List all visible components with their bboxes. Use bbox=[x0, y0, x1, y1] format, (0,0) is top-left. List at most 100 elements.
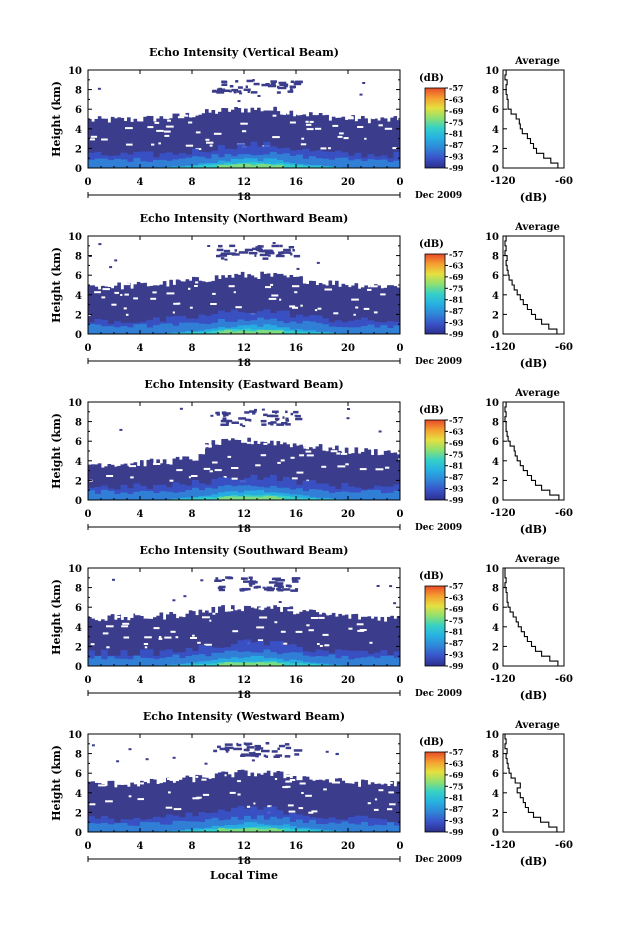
echo-band bbox=[328, 492, 336, 500]
echo-peak bbox=[250, 496, 258, 500]
y-tick-label: 4 bbox=[75, 457, 82, 468]
echo-column bbox=[318, 444, 323, 500]
colorbar-tick-label: -69 bbox=[449, 272, 464, 282]
echo-gap bbox=[203, 446, 206, 449]
echo-gap bbox=[153, 627, 160, 630]
echo-peak bbox=[270, 330, 277, 334]
echo-band bbox=[88, 650, 95, 666]
upper-echo bbox=[266, 414, 274, 418]
echo-band bbox=[153, 659, 160, 666]
echo-gap bbox=[378, 124, 383, 127]
echo-column bbox=[117, 117, 121, 168]
echo-column bbox=[185, 279, 190, 334]
echo-band bbox=[172, 492, 180, 500]
echo-column bbox=[104, 620, 108, 666]
echo-band bbox=[205, 497, 212, 500]
echo-band bbox=[146, 327, 154, 334]
average-x-label: (dB) bbox=[520, 855, 547, 868]
echo-column bbox=[188, 777, 193, 832]
echo-column bbox=[325, 114, 329, 168]
echo-band bbox=[315, 498, 323, 500]
echo-gap bbox=[194, 285, 198, 287]
echo-column bbox=[302, 283, 307, 334]
x-tick-label: 16 bbox=[289, 177, 303, 188]
upper-echo bbox=[248, 418, 251, 422]
echo-band bbox=[328, 830, 336, 832]
colorbar-tick-label: -87 bbox=[449, 306, 463, 316]
echo-band bbox=[302, 829, 310, 832]
echo-gap bbox=[392, 147, 397, 150]
echo-band bbox=[205, 660, 212, 666]
echo-gap bbox=[380, 293, 386, 296]
echo-peak bbox=[276, 330, 284, 334]
upper-echo bbox=[291, 578, 298, 581]
echo-column bbox=[91, 618, 95, 666]
upper-echo bbox=[292, 580, 299, 583]
echo-band bbox=[127, 327, 134, 334]
echo-column bbox=[331, 284, 336, 334]
echo-column bbox=[224, 771, 229, 832]
echo-band bbox=[198, 663, 206, 666]
echo-band bbox=[107, 326, 115, 334]
echo-column bbox=[260, 111, 264, 168]
echo-gap bbox=[144, 646, 148, 649]
echo-band bbox=[348, 327, 355, 334]
echo-band bbox=[393, 657, 401, 666]
average-x-tick-label: -120 bbox=[490, 342, 515, 353]
echo-column bbox=[149, 116, 154, 168]
echo-gap bbox=[205, 445, 212, 448]
upper-echo bbox=[243, 580, 252, 583]
echo-band bbox=[114, 494, 121, 500]
average-y-tick-label: 0 bbox=[492, 828, 499, 839]
upper-echo bbox=[260, 419, 267, 423]
echo-column bbox=[367, 123, 372, 168]
sparse-echo bbox=[97, 87, 101, 90]
echo-column bbox=[120, 117, 125, 168]
echo-column bbox=[380, 117, 385, 168]
upper-echo bbox=[221, 83, 228, 86]
average-y-tick-label: 6 bbox=[492, 105, 499, 116]
echo-gap bbox=[373, 808, 379, 811]
echo-column bbox=[127, 282, 131, 334]
upper-echo bbox=[246, 746, 255, 749]
echo-gap bbox=[212, 461, 218, 464]
echo-column bbox=[146, 115, 151, 168]
echo-peak bbox=[224, 496, 232, 500]
echo-band bbox=[335, 658, 342, 666]
upper-echo bbox=[277, 747, 280, 751]
echo-band bbox=[341, 157, 349, 168]
echo-gap bbox=[294, 291, 298, 294]
heatmap bbox=[88, 576, 402, 666]
upper-echo bbox=[248, 582, 256, 585]
echo-column bbox=[130, 463, 134, 500]
echo-gap bbox=[367, 802, 371, 805]
upper-echo bbox=[293, 254, 301, 258]
y-tick-label: 2 bbox=[75, 310, 82, 321]
echo-column bbox=[175, 456, 180, 500]
x-axis-label: Local Time bbox=[210, 869, 278, 882]
echo-column bbox=[91, 464, 95, 500]
upper-echo bbox=[276, 587, 282, 591]
echo-gap bbox=[164, 134, 170, 137]
echo-gap bbox=[379, 283, 388, 286]
echo-band bbox=[393, 325, 401, 334]
echo-gap bbox=[289, 779, 296, 781]
upper-echo bbox=[219, 254, 228, 257]
echo-column bbox=[218, 278, 222, 334]
echo-band bbox=[198, 654, 206, 666]
echo-column bbox=[172, 613, 177, 666]
echo-band bbox=[296, 494, 303, 500]
echo-column bbox=[185, 112, 190, 168]
echo-band bbox=[133, 655, 141, 666]
echo-band bbox=[192, 332, 199, 334]
echo-band bbox=[309, 656, 316, 666]
echo-band bbox=[114, 327, 121, 334]
echo-column bbox=[247, 776, 251, 832]
echo-gap bbox=[335, 774, 338, 777]
sparse-echo bbox=[346, 417, 350, 420]
colorbar-tick-label: -93 bbox=[449, 318, 464, 328]
echo-band bbox=[231, 158, 238, 168]
echo-column bbox=[107, 287, 112, 334]
